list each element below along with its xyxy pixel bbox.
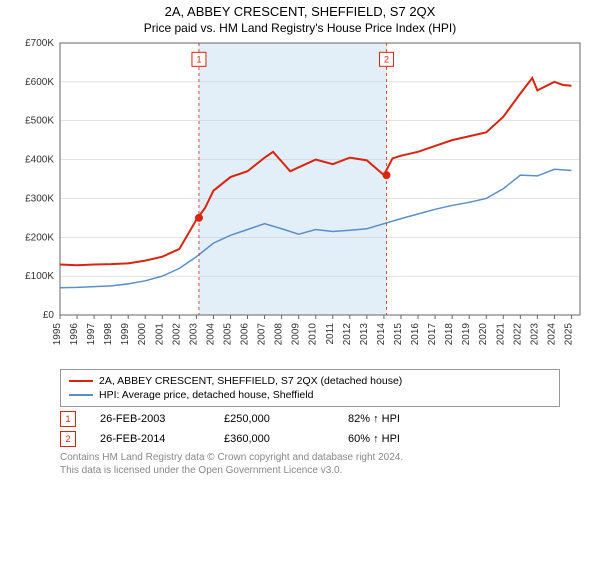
footnote-line: This data is licensed under the Open Gov… xyxy=(60,465,560,478)
svg-text:2012: 2012 xyxy=(342,323,353,346)
event-pct: 60% ↑ HPI xyxy=(348,433,448,445)
event-table: 1 26-FEB-2003 £250,000 82% ↑ HPI 2 26-FEB-201… xyxy=(60,409,560,449)
legend-item: 2A, ABBEY CRESCENT, SHEFFIELD, S7 2QX (d… xyxy=(69,374,551,388)
svg-text:£400K: £400K xyxy=(25,155,54,166)
svg-text:2013: 2013 xyxy=(359,323,370,346)
svg-text:2004: 2004 xyxy=(205,323,216,346)
svg-text:2010: 2010 xyxy=(308,323,319,346)
event-date: 26-FEB-2003 xyxy=(100,413,200,425)
svg-text:£0: £0 xyxy=(43,310,55,321)
footnote-line: Contains HM Land Registry data © Crown c… xyxy=(60,452,560,465)
svg-text:£300K: £300K xyxy=(25,193,54,204)
event-marker: 1 xyxy=(60,411,76,427)
chart-title: 2A, ABBEY CRESCENT, SHEFFIELD, S7 2QX xyxy=(0,4,600,19)
svg-text:2019: 2019 xyxy=(461,323,472,346)
legend-item: HPI: Average price, detached house, Shef… xyxy=(69,388,551,402)
price-chart: £0 £100K £200K £300K £400K £500K £600K £700K 199… xyxy=(0,35,600,365)
svg-text:1997: 1997 xyxy=(86,323,97,346)
svg-text:2002: 2002 xyxy=(171,323,182,346)
svg-text:2025: 2025 xyxy=(563,323,574,346)
legend: 2A, ABBEY CRESCENT, SHEFFIELD, S7 2QX (d… xyxy=(60,369,560,407)
svg-text:2020: 2020 xyxy=(478,323,489,346)
svg-text:2000: 2000 xyxy=(137,323,148,346)
legend-label: 2A, ABBEY CRESCENT, SHEFFIELD, S7 2QX (d… xyxy=(99,375,402,387)
svg-text:2014: 2014 xyxy=(376,323,387,346)
svg-text:2015: 2015 xyxy=(393,323,404,346)
svg-text:2007: 2007 xyxy=(257,323,268,346)
svg-text:£500K: £500K xyxy=(25,116,54,127)
svg-text:1999: 1999 xyxy=(120,323,131,346)
svg-text:£600K: £600K xyxy=(25,77,54,88)
svg-text:2018: 2018 xyxy=(444,323,455,346)
svg-text:2: 2 xyxy=(384,54,389,64)
event-row: 1 26-FEB-2003 £250,000 82% ↑ HPI xyxy=(60,409,560,429)
event-price: £250,000 xyxy=(224,413,324,425)
legend-label: HPI: Average price, detached house, Shef… xyxy=(99,389,313,401)
svg-text:1: 1 xyxy=(196,54,201,64)
event-price: £360,000 xyxy=(224,433,324,445)
chart-subtitle: Price paid vs. HM Land Registry's House … xyxy=(0,21,600,35)
event-date: 26-FEB-2014 xyxy=(100,433,200,445)
svg-text:2023: 2023 xyxy=(529,323,540,346)
svg-text:1995: 1995 xyxy=(52,323,63,346)
legend-swatch xyxy=(69,394,93,396)
svg-text:1996: 1996 xyxy=(69,323,80,346)
svg-text:2024: 2024 xyxy=(546,323,557,346)
svg-text:2021: 2021 xyxy=(495,323,506,346)
svg-text:2009: 2009 xyxy=(291,323,302,346)
svg-text:2001: 2001 xyxy=(154,323,165,346)
svg-text:2008: 2008 xyxy=(274,323,285,346)
svg-text:£100K: £100K xyxy=(25,271,54,282)
svg-text:2016: 2016 xyxy=(410,323,421,346)
svg-text:2005: 2005 xyxy=(222,323,233,346)
footnote: Contains HM Land Registry data © Crown c… xyxy=(60,452,560,477)
svg-text:2006: 2006 xyxy=(240,323,251,346)
event-pct: 82% ↑ HPI xyxy=(348,413,448,425)
legend-swatch xyxy=(69,380,93,382)
svg-text:1998: 1998 xyxy=(103,323,114,346)
event-row: 2 26-FEB-2014 £360,000 60% ↑ HPI xyxy=(60,429,560,449)
event-marker: 2 xyxy=(60,431,76,447)
svg-text:2022: 2022 xyxy=(512,323,523,346)
svg-text:£200K: £200K xyxy=(25,232,54,243)
svg-text:2003: 2003 xyxy=(188,323,199,346)
svg-text:2011: 2011 xyxy=(325,323,336,345)
svg-text:£700K: £700K xyxy=(25,38,54,49)
svg-text:2017: 2017 xyxy=(427,323,438,346)
